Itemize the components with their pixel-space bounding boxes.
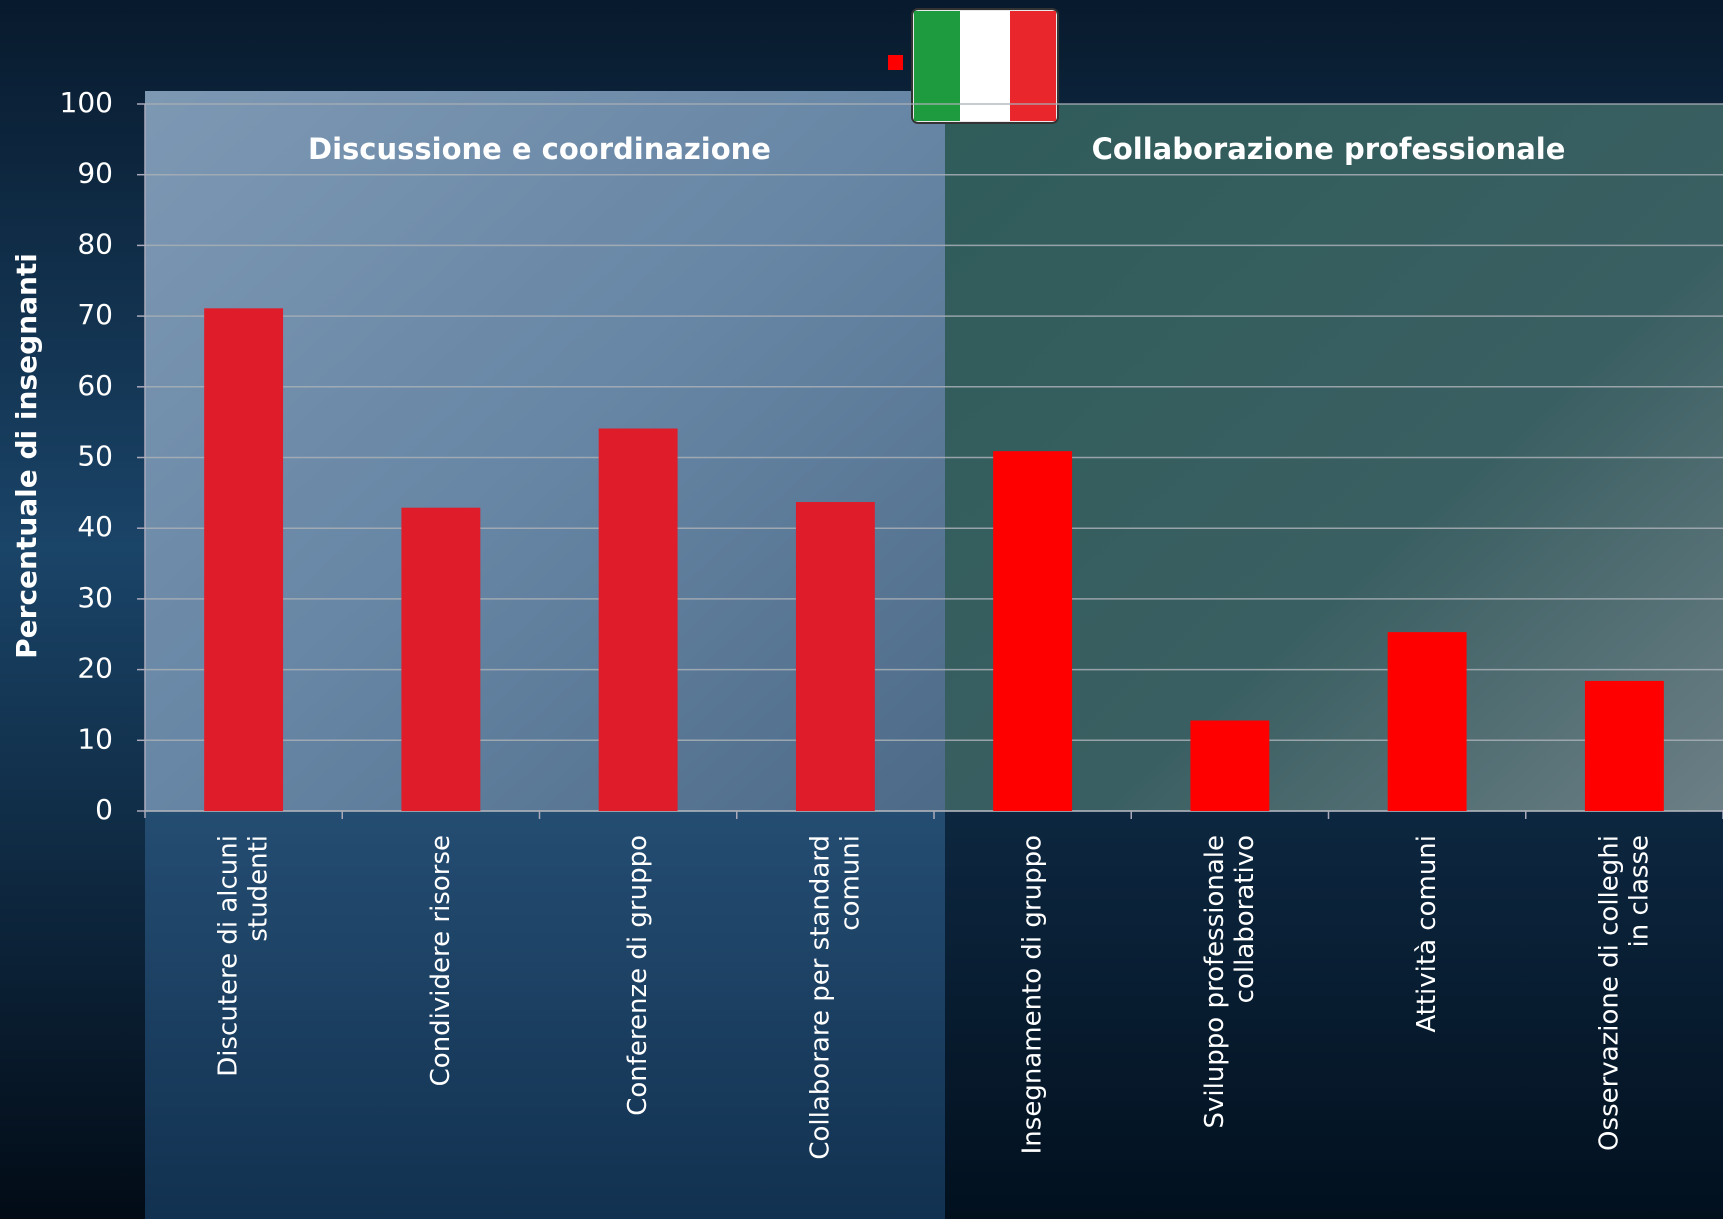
y-tick-label: 90: [77, 157, 113, 190]
y-tick-label: 60: [77, 369, 113, 402]
right-label-panel: [945, 811, 1723, 1219]
bar: [1584, 680, 1664, 811]
bar: [598, 428, 678, 811]
x-tick-label: Collaborare per standardcomuni: [805, 835, 865, 1160]
bar: [795, 502, 875, 811]
x-tick-label: Insegnamento di gruppo: [1017, 835, 1047, 1154]
y-tick-label: 40: [77, 510, 113, 543]
bar: [204, 308, 284, 811]
y-tick-label: 100: [60, 86, 113, 119]
y-tick-label: 10: [77, 722, 113, 755]
bar: [1190, 720, 1270, 811]
y-tick-label: 30: [77, 581, 113, 614]
bar: [993, 451, 1073, 811]
x-tick-label: Sviluppo professionalecollaborativo: [1199, 835, 1259, 1129]
y-tick-label: 20: [77, 652, 113, 685]
y-tick-label: 70: [77, 298, 113, 331]
bar: [401, 507, 481, 811]
y-tick-label: 50: [77, 440, 113, 473]
y-tick-label: 0: [95, 793, 113, 826]
left-label-panel: [145, 811, 945, 1219]
x-tick-label: Osservazione di colleghiin classe: [1594, 835, 1654, 1151]
flag: [911, 8, 1059, 124]
y-axis-label: Percentuale di insegnanti: [10, 253, 43, 659]
x-tick-label: Discutere di alcunistudenti: [213, 835, 273, 1077]
group-title: Discussione e coordinazione: [308, 132, 771, 166]
bar: [1387, 632, 1467, 811]
x-tick-label: Attività comuni: [1412, 835, 1442, 1033]
x-tick-label: Conferenze di gruppo: [623, 835, 653, 1116]
y-tick-label: 80: [77, 227, 113, 260]
x-tick-label: Condividere risorse: [425, 835, 455, 1086]
group-title: Collaborazione professionale: [1092, 132, 1566, 166]
legend-marker: [888, 55, 903, 70]
